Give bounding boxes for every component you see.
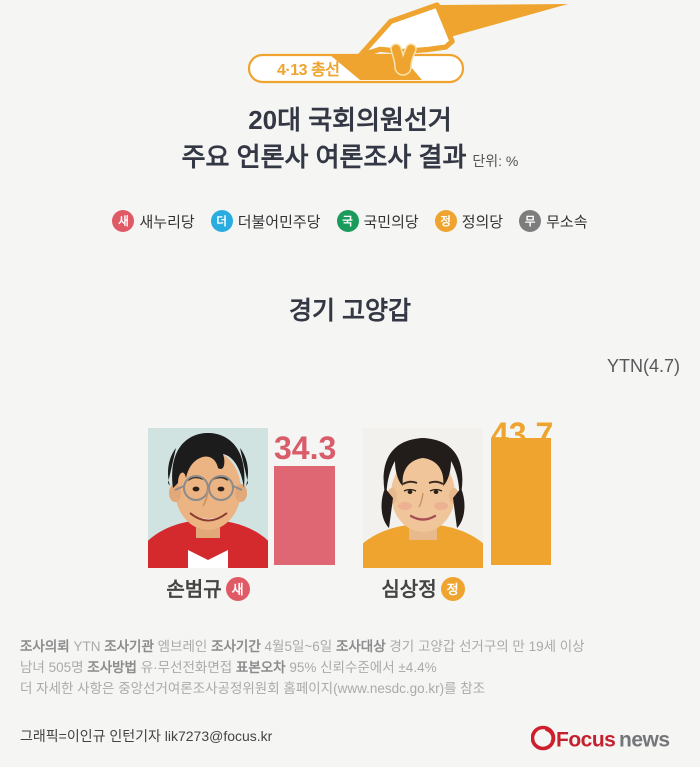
svg-text:Focus: Focus [556,729,615,752]
svg-text:news: news [619,729,670,752]
